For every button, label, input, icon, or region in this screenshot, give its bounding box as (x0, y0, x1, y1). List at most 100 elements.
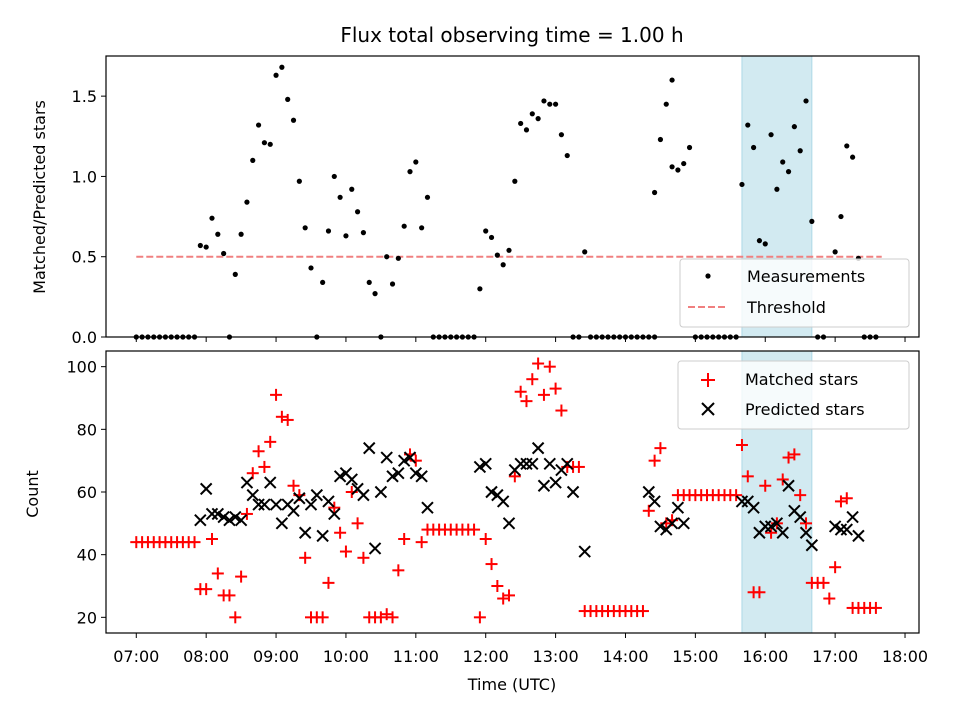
predicted-star-point (671, 501, 685, 514)
top-x-ticks (135, 337, 906, 342)
matched-star-point (485, 558, 498, 571)
matched-star-point (654, 442, 667, 455)
chart-title: Flux total observing time = 1.00 h (340, 23, 683, 47)
predicted-star-point (479, 457, 492, 471)
measurement-point (372, 291, 378, 297)
measurement-point (512, 178, 518, 184)
predicted-star-point (549, 476, 562, 489)
x-tick-label: 12:00 (463, 647, 509, 666)
x-b (735, 495, 749, 508)
predicted-star-point (764, 520, 778, 533)
x-b (805, 539, 819, 552)
predicted-star-point (229, 510, 242, 524)
predicted-star-point (333, 470, 347, 483)
x-b (421, 501, 434, 514)
predicted-star-point (543, 457, 556, 471)
predicted-star-point (793, 510, 807, 524)
matched-star-point (520, 395, 533, 408)
x-b (293, 492, 306, 505)
predicted-star-point (322, 495, 335, 508)
x-b (345, 473, 358, 486)
matched-star-point (258, 460, 271, 473)
matched-star-point (741, 470, 754, 483)
x-b (246, 488, 259, 502)
predicted-star-point (770, 517, 784, 530)
predicted-star-point (840, 523, 853, 536)
predicted-star-point (304, 498, 318, 511)
measurement-point (838, 213, 844, 220)
x-tick-label: 16:00 (742, 647, 788, 666)
x-b (269, 498, 283, 511)
predicted-star-point (677, 517, 690, 530)
x-b (363, 441, 376, 455)
x-tick-label: 18:00 (882, 647, 928, 666)
predicted-star-point (561, 457, 574, 471)
predicted-star-point (194, 513, 207, 527)
matched-star-point (386, 611, 399, 624)
predicted-star-point (357, 488, 370, 502)
x-b (770, 517, 784, 530)
measurement-point (762, 241, 768, 247)
x-b (322, 495, 335, 508)
measurement-point (850, 154, 856, 160)
measurement-point (255, 122, 262, 128)
predicted-star-point (654, 520, 667, 533)
bottom-y-tick-label: 100 (66, 358, 97, 377)
matched-star-point (468, 523, 481, 536)
predicted-star-point (258, 498, 271, 511)
measurement-point (221, 250, 227, 257)
x-tick-label: 13:00 (533, 647, 579, 666)
matched-star-point (776, 473, 789, 486)
bottom-legend-box (677, 360, 910, 430)
measurement-point (669, 164, 675, 170)
predicted-star-point (252, 498, 265, 511)
matched-star-point (200, 583, 213, 596)
x-b (473, 460, 487, 474)
bottom-y-tick-label: 60 (77, 483, 97, 502)
predicted-star-point (269, 498, 283, 511)
x-b (194, 513, 207, 527)
x-b (526, 457, 539, 471)
matched-star-point (473, 611, 486, 624)
predicted-star-point (520, 457, 533, 471)
measurement-point (337, 194, 343, 200)
measurement-point (518, 120, 524, 127)
predicted-star-point (578, 545, 591, 558)
top-axes-frame (105, 55, 920, 338)
predicted-star-point (363, 441, 376, 455)
measurement-point (803, 98, 809, 104)
x-b (258, 498, 271, 511)
matched-star-point (532, 357, 545, 370)
predicted-star-point (415, 470, 428, 483)
x-b (520, 457, 533, 471)
measurement-point (261, 140, 268, 146)
predicted-star-point (502, 517, 516, 530)
x-b (351, 482, 364, 496)
measurement-point (541, 98, 547, 104)
x-b (415, 470, 428, 483)
x-b (759, 520, 772, 533)
x-b (304, 498, 318, 511)
matched-star-point (264, 435, 277, 448)
x-b (386, 470, 399, 483)
x-tick-label: 09:00 (253, 647, 299, 666)
matched-star-point (235, 570, 248, 583)
x-b (543, 457, 556, 471)
predicted-star-point (642, 485, 655, 499)
x-b (403, 451, 417, 464)
legend-measurements-label: Measurements (747, 267, 865, 286)
predicted-star-point (380, 451, 393, 464)
measurement-point (564, 152, 570, 159)
measurement-point (343, 233, 349, 239)
matched-star-point (508, 470, 521, 483)
matched-star-point (735, 439, 748, 451)
matched-star-point (392, 564, 405, 577)
x-b (799, 526, 813, 539)
measurement-point (302, 225, 308, 231)
predicted-star-point (665, 517, 679, 530)
measurement-point (401, 223, 407, 229)
legend-threshold-label: Threshold (746, 298, 826, 317)
x-b (275, 517, 289, 530)
x-b (828, 520, 842, 533)
